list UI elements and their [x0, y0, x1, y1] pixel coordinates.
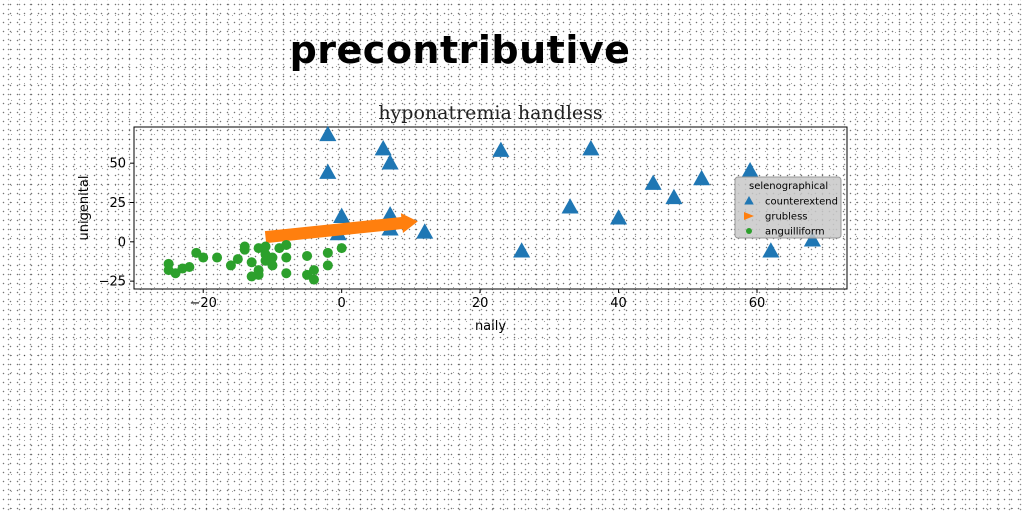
circle-point	[260, 241, 271, 252]
legend-marker-circle	[746, 228, 752, 234]
circle-point	[267, 252, 278, 263]
circle-point	[184, 261, 195, 272]
circle-point	[302, 250, 313, 261]
circle-point	[239, 241, 250, 252]
y-tick-label: 0	[118, 235, 126, 250]
data-marks	[163, 125, 821, 285]
x-axis-label: naily	[475, 319, 506, 334]
y-tick-label: −25	[99, 275, 126, 290]
triangle-point	[374, 140, 392, 156]
triangle-point	[333, 207, 351, 223]
legend-title: selenographical	[749, 181, 828, 192]
y-tick-label: 25	[109, 196, 126, 211]
y-tick-label: 50	[109, 157, 126, 172]
legend-marker-arrow	[744, 212, 754, 220]
triangle-point	[762, 242, 780, 258]
circle-point	[246, 257, 257, 268]
y-axis-ticks: −25 0 25 50	[99, 157, 134, 290]
circle-point	[253, 265, 264, 276]
figure-suptitle: precontributive	[289, 28, 631, 72]
circle-point	[281, 252, 292, 263]
legend-entries: counterextend grubless anguilliform	[744, 196, 838, 238]
legend-label: counterextend	[765, 197, 838, 208]
triangle-point	[513, 242, 531, 258]
circle-point	[281, 239, 292, 250]
circle-point	[336, 243, 347, 254]
circle-point	[267, 260, 278, 271]
triangle-point	[319, 163, 337, 179]
triangle-point	[741, 162, 759, 178]
y-axis-label: unigenital	[77, 176, 92, 241]
triangle-point	[803, 231, 821, 247]
triangle-point	[381, 206, 399, 222]
x-tick-label: 40	[610, 296, 627, 311]
x-tick-label: 0	[338, 296, 346, 311]
legend-box	[734, 176, 842, 239]
triangle-point	[693, 169, 711, 186]
circle-point	[322, 260, 333, 271]
x-tick-label: 20	[472, 296, 489, 311]
legend-marker-triangle	[744, 196, 754, 205]
triangle-point	[610, 209, 628, 225]
legend-label: grubless	[765, 212, 808, 223]
triangle-point	[492, 141, 510, 157]
x-axis-ticks: −20 0 20 40 60	[190, 289, 766, 311]
plot-area-frame	[133, 126, 848, 290]
x-tick-label: 60	[749, 296, 766, 311]
circle-point	[322, 247, 333, 258]
triangle-point	[561, 198, 579, 214]
circle-point	[232, 254, 243, 265]
circle-point	[198, 252, 209, 263]
triangle-point	[665, 188, 683, 205]
circle-point	[281, 268, 292, 279]
circle-point	[212, 252, 223, 263]
chart-title: hyponatremia handless	[378, 102, 602, 124]
x-tick-label: −20	[190, 296, 217, 311]
triangle-point	[381, 154, 399, 170]
triangle-point	[319, 125, 337, 142]
arrow-mark	[264, 213, 418, 244]
legend: selenographical counterextend grubless ang…	[734, 176, 842, 239]
triangle-point	[582, 140, 600, 156]
triangle-point	[644, 174, 662, 190]
triangle-point	[416, 223, 434, 239]
circle-point	[302, 269, 313, 280]
circle-point	[225, 260, 236, 271]
legend-label: anguilliform	[765, 227, 825, 238]
